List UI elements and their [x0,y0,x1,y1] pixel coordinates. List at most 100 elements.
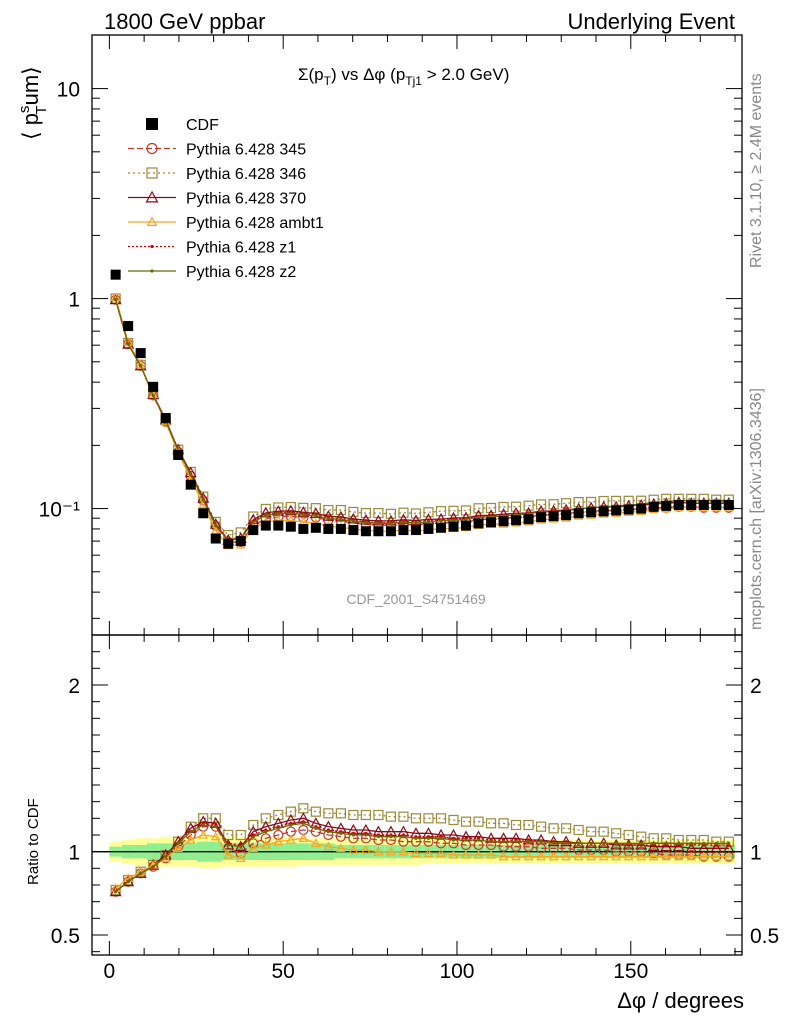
legend-marker [145,190,159,203]
ratio-point-2 [460,816,472,827]
ratio-point-2 [373,809,384,821]
series-point-3 [109,293,122,305]
legend-label: Pythia 6.428 ambt1 [186,215,324,232]
cdf-point [235,536,246,547]
ratio-point-4 [498,851,509,861]
ratio-point-6 [639,841,643,845]
cdf-point [686,499,697,510]
ratio-point-4 [548,851,559,861]
ratio-point-4 [348,844,359,854]
cdf-point [285,521,296,532]
ratio-point-3 [522,833,535,845]
cdf-point [160,412,171,423]
ratio-point-2 [611,828,622,839]
ratio-point-2 [248,819,259,831]
cdf-point [148,381,159,392]
ratio-point-6 [501,840,506,844]
ratio-point-4 [298,833,309,842]
ratio-tick-label: 1 [68,842,80,865]
ratio-point-4 [398,846,409,856]
series-point-2 [335,504,346,516]
series-point-2 [323,504,334,516]
x-axis-label: Δφ / degrees [617,988,744,1013]
series-point-6 [326,516,330,521]
ratio-point-4 [436,848,446,857]
ratio-tick-label-right: 0.5 [750,925,779,948]
ratio-point-6 [714,841,718,845]
ratio-point-4 [448,849,459,859]
ratio-point-4 [673,851,684,861]
ratio-point-6 [577,841,581,845]
cdf-point [110,269,121,280]
cdf-point [573,508,584,519]
series-point-6 [389,521,393,525]
legend-marker [146,118,158,130]
series-point-2 [410,508,422,519]
legend-label: Pythia 6.428 345 [186,142,306,159]
ratio-point-2 [410,813,422,824]
cdf-point [536,512,547,523]
series-point-2 [535,499,547,510]
ratio-point-4 [598,851,609,861]
y-axis-label: ⟨ psTum⟩ [16,66,50,140]
legend-label: Pythia 6.428 z2 [186,264,296,281]
ratio-point-4 [223,849,234,859]
y-tick-label: 10⁻¹ [39,499,80,522]
ratio-point-4 [185,834,196,844]
ratio-point-2 [548,823,559,834]
cdf-point [185,479,196,490]
series-point-2 [385,508,397,519]
series-point-6 [289,511,293,515]
ratio-point-6 [464,838,468,842]
series-point-4 [135,359,146,369]
series-point-2 [398,507,409,518]
ratio-point-6 [414,836,418,840]
ratio-point-4 [473,849,484,859]
ratio-point-6 [226,843,230,847]
axis-ticks: 0 50 100 150 10 1 10⁻¹ 2 2 1 1 0.5 0.5 [39,35,779,983]
series-point-6 [339,517,343,522]
cdf-point [435,522,446,533]
series-point-2 [360,508,372,519]
ratio-point-2 [385,811,397,822]
ratio-point-2 [510,819,522,831]
cdf-point [135,348,146,359]
y-tick-label: 10 [57,79,80,102]
ratio-y-axis-label: Ratio to CDF [25,798,42,885]
legend-label: CDF [186,117,219,134]
series-point-6 [126,342,130,346]
ratio-point-2 [586,826,597,837]
cdf-point [711,499,722,510]
ratio-point-3 [222,838,235,850]
series-point-6 [276,512,280,516]
ratio-point-2 [535,821,547,832]
cdf-point [461,520,472,531]
ratio-point-2 [348,809,359,821]
cdf-point [498,516,509,527]
series-point-6 [426,520,431,524]
cdf-point [598,506,609,517]
cdf-point [423,523,434,534]
series-point-6 [214,524,218,528]
ratio-point-2 [360,809,372,821]
series-point-6 [114,298,118,302]
ratio-point-6 [126,880,130,884]
ratio-point-6 [389,835,393,839]
ratio-point-6 [176,841,180,845]
ratio-point-6 [539,840,543,844]
ratio-point-4 [586,851,596,861]
ratio-point-6 [677,841,681,845]
series-point-2 [373,508,384,519]
ratio-point-4 [648,851,659,861]
cdf-point [123,321,134,332]
legend-label: Pythia 6.428 z1 [186,240,296,257]
legend-marker [146,167,158,179]
ratio-point-6 [702,841,706,845]
ratio-point-4 [461,849,471,859]
series-point-6 [464,517,468,521]
series-point-6 [139,364,143,368]
ratio-point-6 [326,830,330,834]
cdf-point [486,517,497,528]
ratio-point-6 [451,838,456,842]
cdf-point [636,503,647,514]
